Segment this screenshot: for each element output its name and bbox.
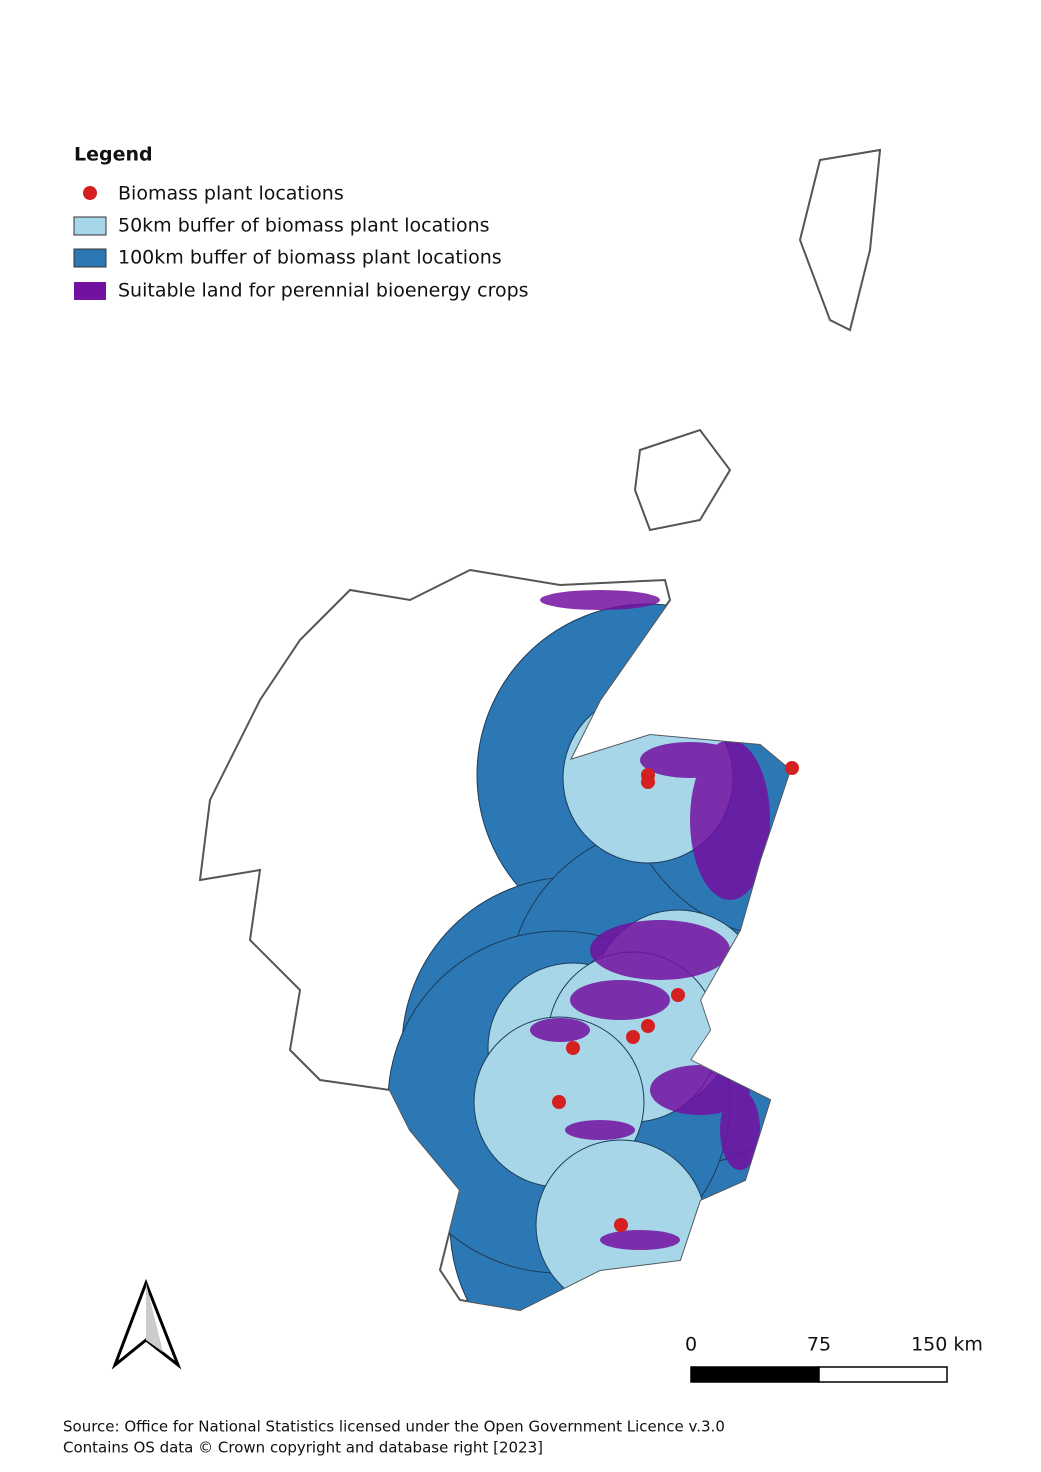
- source-text: Contains OS data © Crown copyright and d…: [63, 1439, 543, 1457]
- legend-label: 100km buffer of biomass plant locations: [118, 247, 502, 269]
- source-text: Source: Office for National Statistics l…: [63, 1418, 725, 1436]
- scale-bar: 0 75 150 km: [685, 1334, 983, 1383]
- scale-segment: [818, 1366, 948, 1383]
- scale-segment: [690, 1366, 820, 1383]
- legend-swatch: [73, 216, 107, 236]
- legend-label: Suitable land for perennial bioenergy cr…: [118, 280, 529, 302]
- legend: Legend Biomass plant locations 50km buff…: [73, 144, 529, 302]
- legend-swatch: [83, 186, 97, 200]
- scale-label: 150 km: [911, 1334, 983, 1356]
- scale-label: 75: [807, 1334, 831, 1356]
- landmass: [199, 148, 882, 1311]
- legend-swatch: [73, 248, 107, 268]
- legend-title: Legend: [74, 144, 153, 166]
- legend-label: 50km buffer of biomass plant locations: [118, 215, 490, 237]
- scale-label: 0: [685, 1334, 697, 1356]
- plant-locations: [552, 761, 799, 1232]
- legend-swatch: [74, 282, 106, 300]
- north-arrow: [111, 1278, 182, 1370]
- legend-label: Biomass plant locations: [118, 183, 344, 205]
